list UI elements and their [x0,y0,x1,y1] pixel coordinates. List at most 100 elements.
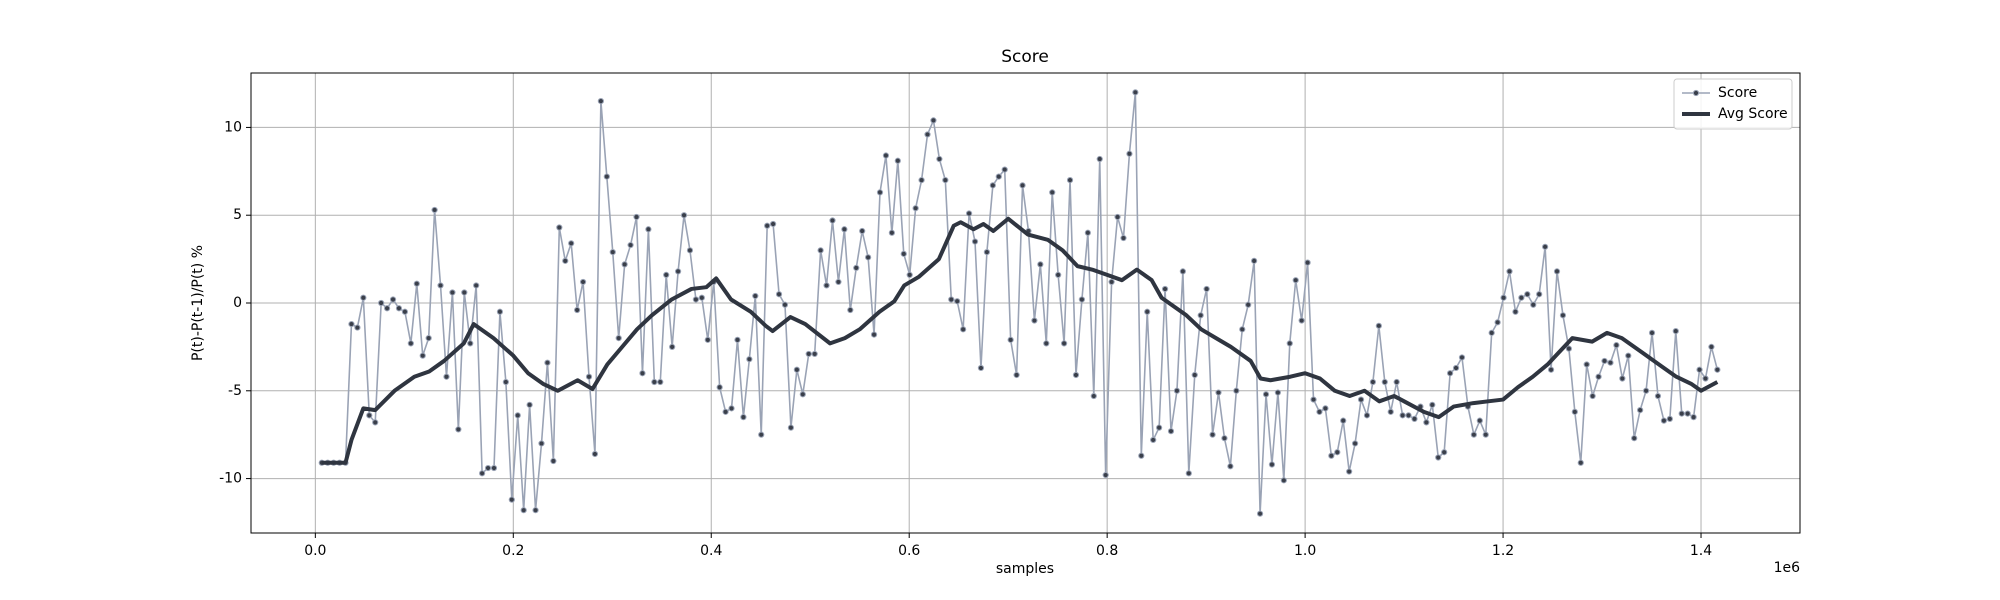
score-marker [1589,392,1596,400]
score-marker [740,414,747,421]
score-marker [1684,410,1691,417]
score-marker [1173,387,1181,394]
score-marker [425,335,432,342]
score-marker [389,296,397,303]
score-marker [484,464,492,472]
score-marker [775,291,783,298]
score-marker [401,308,409,315]
score-marker [496,308,504,315]
score-marker [680,212,688,219]
score-marker [1399,412,1406,419]
score-marker [752,292,759,300]
score-marker [918,176,925,184]
score-marker [1072,371,1080,379]
score-marker [1161,285,1169,293]
score-marker [1696,366,1703,373]
score-marker [1565,345,1572,352]
score-marker [1001,166,1008,173]
legend-label: Avg Score [1718,106,1788,122]
score-marker [372,419,379,426]
score-marker [912,205,919,212]
score-marker [437,282,444,289]
score-marker [1007,336,1014,343]
score-marker [1090,392,1097,400]
score-marker [461,289,468,296]
y-tick-label: 5 [233,207,242,223]
score-marker [835,278,842,286]
score-marker [1114,213,1121,221]
y-tick-label: 0 [233,295,242,311]
x-tick-label: 1.2 [1492,543,1514,559]
score-marker [1066,176,1074,184]
score-marker [1221,435,1228,442]
score-marker [1209,431,1216,438]
score-marker [948,296,955,303]
score-marker [716,384,723,391]
score-marker [799,391,806,398]
score-marker [1476,417,1483,424]
score-marker [770,220,777,228]
score-marker [1328,452,1335,459]
score-marker [1096,155,1103,163]
score-marker [633,213,640,221]
score-marker [1144,308,1151,315]
score-marker [1167,428,1175,435]
score-marker [479,470,486,477]
score-marker [1672,327,1679,335]
score-marker [1553,268,1561,275]
score-marker [1488,329,1495,336]
score-marker [942,176,949,184]
score-marker [651,378,658,386]
score-marker [1642,387,1650,394]
score-marker [1435,454,1442,461]
score-marker [473,282,480,289]
score-marker [906,271,913,279]
score-marker [692,296,700,303]
score-marker [508,496,515,503]
score-marker [960,326,967,333]
score-marker [1577,459,1584,466]
score-marker [900,250,907,257]
score-marker [728,405,735,412]
score-marker [1197,312,1204,319]
score-marker [1322,405,1329,412]
score-marker [568,240,575,247]
score-marker [1185,470,1192,477]
score-marker [544,359,551,366]
score-marker [1708,343,1715,350]
y-tick-label: 10 [224,119,242,135]
score-marker [1298,317,1305,324]
score-marker [1203,285,1210,293]
score-marker [1078,296,1086,303]
score-marker [1613,342,1620,349]
legend: Score Avg Score [1673,78,1793,130]
score-marker [805,350,812,358]
plot-frame [250,72,1801,534]
score-marker [1625,352,1632,359]
score-marker [550,457,557,465]
score-marker [1470,431,1477,438]
score-marker [1357,396,1365,403]
score-marker [1061,340,1068,347]
score-marker [1530,301,1537,308]
score-marker [1690,414,1697,421]
score-marker [1084,229,1091,236]
score-marker [811,350,818,358]
score-marker [793,366,800,373]
score-marker [924,131,931,138]
score-marker [1714,366,1721,373]
score-marker [1037,261,1044,268]
score-marker [1375,322,1382,329]
score-marker [1506,268,1513,275]
score-marker [1512,308,1519,315]
score-marker [965,210,973,217]
score-marker [1191,371,1198,379]
x-tick-label: 0.2 [502,543,524,559]
score-marker [853,264,860,271]
legend-box [1673,78,1793,130]
score-marker [817,247,824,254]
score-marker [1239,326,1246,333]
score-marker [1120,234,1127,242]
